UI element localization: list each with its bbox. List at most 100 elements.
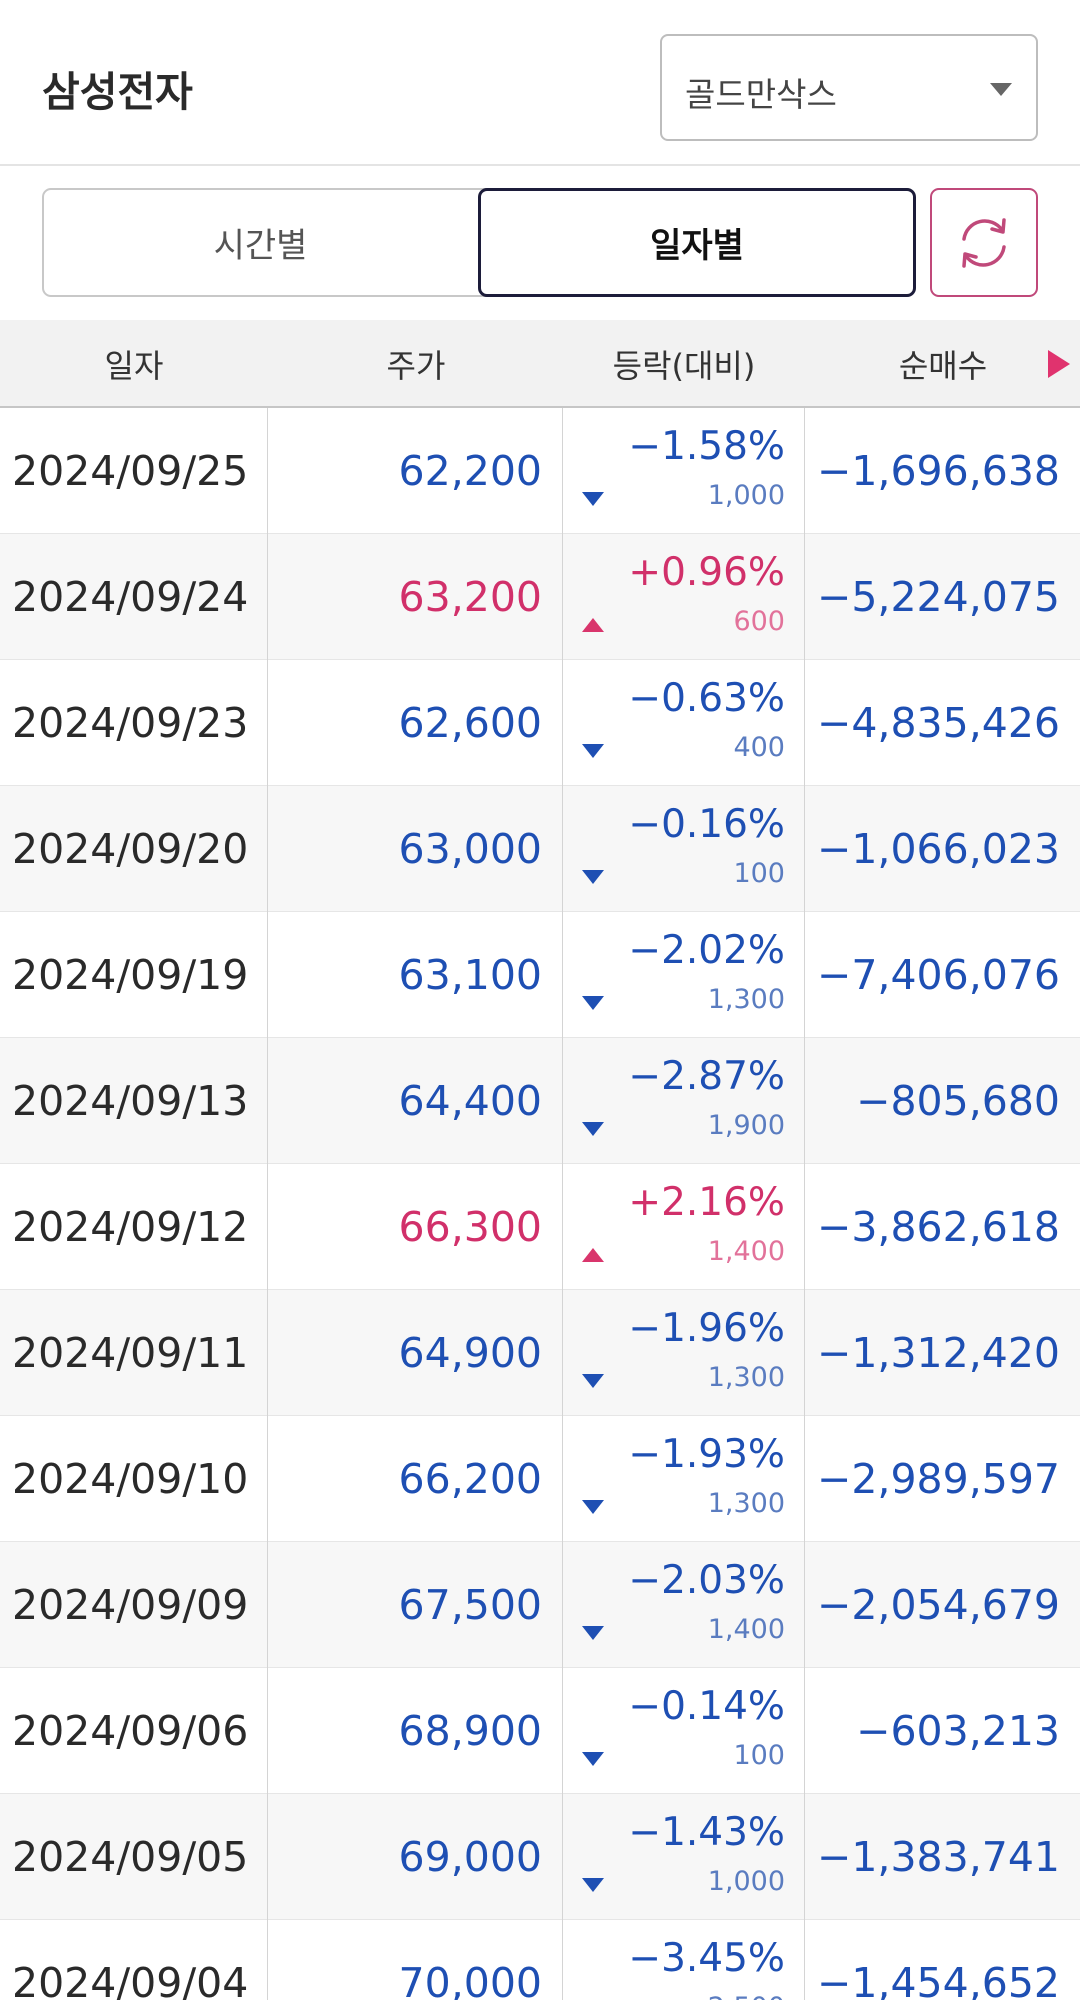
row-change: +2.16% 1,400 — [564, 1164, 805, 1290]
triangle-down-icon — [582, 744, 604, 758]
row-change-amount: 1,000 — [707, 1866, 785, 1897]
row-change-amount: 600 — [733, 606, 785, 637]
triangle-down-icon — [582, 1878, 604, 1892]
row-change-amount: 1,900 — [707, 1110, 785, 1141]
row-change: −0.14% 100 — [564, 1668, 805, 1794]
column-header-change[interactable]: 등락(대비) — [612, 347, 756, 385]
row-change-amount: 1,400 — [707, 1614, 785, 1645]
table-row[interactable]: 2024/09/09 67,500 −2.03% 1,400 −2,054,679 — [0, 1542, 1080, 1668]
row-date: 2024/09/24 — [0, 534, 268, 660]
row-date: 2024/09/09 — [0, 1542, 268, 1668]
row-date: 2024/09/20 — [0, 786, 268, 912]
refresh-button[interactable] — [930, 188, 1038, 297]
row-date: 2024/09/23 — [0, 660, 268, 786]
row-net-buy: −1,696,638 — [816, 447, 1060, 495]
table-row[interactable]: 2024/09/05 69,000 −1.43% 1,000 −1,383,741 — [0, 1794, 1080, 1920]
row-change: −2.03% 1,400 — [564, 1542, 805, 1668]
broker-select-value: 골드만삭스 — [685, 75, 837, 114]
table-row[interactable]: 2024/09/19 63,100 −2.02% 1,300 −7,406,076 — [0, 912, 1080, 1038]
row-change-amount: 400 — [733, 732, 785, 763]
row-change-percent: −0.63% — [628, 676, 785, 721]
row-net-buy: −2,989,597 — [816, 1455, 1060, 1503]
triangle-down-icon — [582, 1374, 604, 1388]
row-change: +0.96% 600 — [564, 534, 805, 660]
row-price: 64,400 — [269, 1038, 563, 1164]
row-date: 2024/09/13 — [0, 1038, 268, 1164]
row-change-percent: −2.02% — [628, 928, 785, 973]
row-net-buy: −4,835,426 — [816, 699, 1060, 747]
row-price: 62,200 — [269, 408, 563, 534]
row-price: 68,900 — [269, 1668, 563, 1794]
row-price: 66,300 — [269, 1164, 563, 1290]
column-header-date[interactable]: 일자 — [104, 347, 164, 385]
row-change: −1.93% 1,300 — [564, 1416, 805, 1542]
row-change: −2.02% 1,300 — [564, 912, 805, 1038]
row-net-buy: −3,862,618 — [816, 1203, 1060, 1251]
row-net-buy: −1,312,420 — [816, 1329, 1060, 1377]
triangle-down-icon — [582, 996, 604, 1010]
row-price: 69,000 — [269, 1794, 563, 1920]
row-change-percent: −0.16% — [628, 802, 785, 847]
row-date: 2024/09/10 — [0, 1416, 268, 1542]
row-price: 66,200 — [269, 1416, 563, 1542]
table-row[interactable]: 2024/09/12 66,300 +2.16% 1,400 −3,862,618 — [0, 1164, 1080, 1290]
view-toggle: 시간별 일자별 — [42, 188, 916, 297]
triangle-down-icon — [582, 1122, 604, 1136]
row-change-percent: −1.93% — [628, 1432, 785, 1477]
triangle-down-icon — [582, 1752, 604, 1766]
row-change-percent: −1.58% — [628, 424, 785, 469]
table-row[interactable]: 2024/09/11 64,900 −1.96% 1,300 −1,312,420 — [0, 1290, 1080, 1416]
chevron-right-icon[interactable] — [1048, 350, 1070, 378]
broker-select[interactable]: 골드만삭스 — [660, 34, 1038, 141]
row-net-buy: −1,066,023 — [816, 825, 1060, 873]
refresh-icon — [962, 217, 1006, 268]
row-change: −1.96% 1,300 — [564, 1290, 805, 1416]
table-row[interactable]: 2024/09/06 68,900 −0.14% 100 −603,213 — [0, 1668, 1080, 1794]
row-change: −3.45% 2,500 — [564, 1920, 805, 2000]
row-change-amount: 100 — [733, 1740, 785, 1771]
table-header: 일자 주가 등락(대비) 순매수 — [0, 320, 1080, 408]
triangle-down-icon — [582, 492, 604, 506]
row-date: 2024/09/11 — [0, 1290, 268, 1416]
table-row[interactable]: 2024/09/24 63,200 +0.96% 600 −5,224,075 — [0, 534, 1080, 660]
table-body: 2024/09/25 62,200 −1.58% 1,000 −1,696,638 202… — [0, 408, 1080, 2000]
row-change-percent: −2.87% — [628, 1054, 785, 1099]
row-change-amount: 1,300 — [707, 1488, 785, 1519]
table-row[interactable]: 2024/09/13 64,400 −2.87% 1,900 −805,680 — [0, 1038, 1080, 1164]
row-price: 63,100 — [269, 912, 563, 1038]
row-net-buy: −7,406,076 — [816, 951, 1060, 999]
row-change-amount: 100 — [733, 858, 785, 889]
table-row[interactable]: 2024/09/23 62,600 −0.63% 400 −4,835,426 — [0, 660, 1080, 786]
chevron-down-icon — [990, 83, 1012, 96]
table-row[interactable]: 2024/09/20 63,000 −0.16% 100 −1,066,023 — [0, 786, 1080, 912]
row-date: 2024/09/04 — [0, 1920, 268, 2000]
triangle-down-icon — [582, 1626, 604, 1640]
table-row[interactable]: 2024/09/10 66,200 −1.93% 1,300 −2,989,597 — [0, 1416, 1080, 1542]
triangle-up-icon — [582, 1248, 604, 1262]
row-price: 64,900 — [269, 1290, 563, 1416]
triangle-down-icon — [582, 1500, 604, 1514]
row-net-buy: −1,454,652 — [816, 1959, 1060, 2000]
column-header-net-buy[interactable]: 순매수 — [898, 347, 988, 385]
tab-date[interactable]: 일자별 — [478, 188, 916, 297]
row-price: 70,000 — [269, 1920, 563, 2000]
row-change-percent: +2.16% — [628, 1180, 785, 1225]
tab-time[interactable]: 시간별 — [213, 226, 308, 266]
row-change-amount: 1,300 — [707, 1362, 785, 1393]
row-net-buy: −805,680 — [856, 1077, 1060, 1125]
row-date: 2024/09/06 — [0, 1668, 268, 1794]
table-row[interactable]: 2024/09/25 62,200 −1.58% 1,000 −1,696,638 — [0, 408, 1080, 534]
row-change-percent: −1.43% — [628, 1810, 785, 1855]
row-change-amount: 1,000 — [707, 480, 785, 511]
row-change-percent: +0.96% — [628, 550, 785, 595]
triangle-down-icon — [582, 870, 604, 884]
stock-name: 삼성전자 — [42, 68, 193, 116]
row-price: 62,600 — [269, 660, 563, 786]
row-change: −2.87% 1,900 — [564, 1038, 805, 1164]
column-header-price[interactable]: 주가 — [386, 347, 446, 385]
header: 삼성전자 골드만삭스 — [0, 0, 1080, 166]
row-change-percent: −2.03% — [628, 1558, 785, 1603]
row-change-percent: −3.45% — [628, 1936, 785, 1981]
row-date: 2024/09/25 — [0, 408, 268, 534]
